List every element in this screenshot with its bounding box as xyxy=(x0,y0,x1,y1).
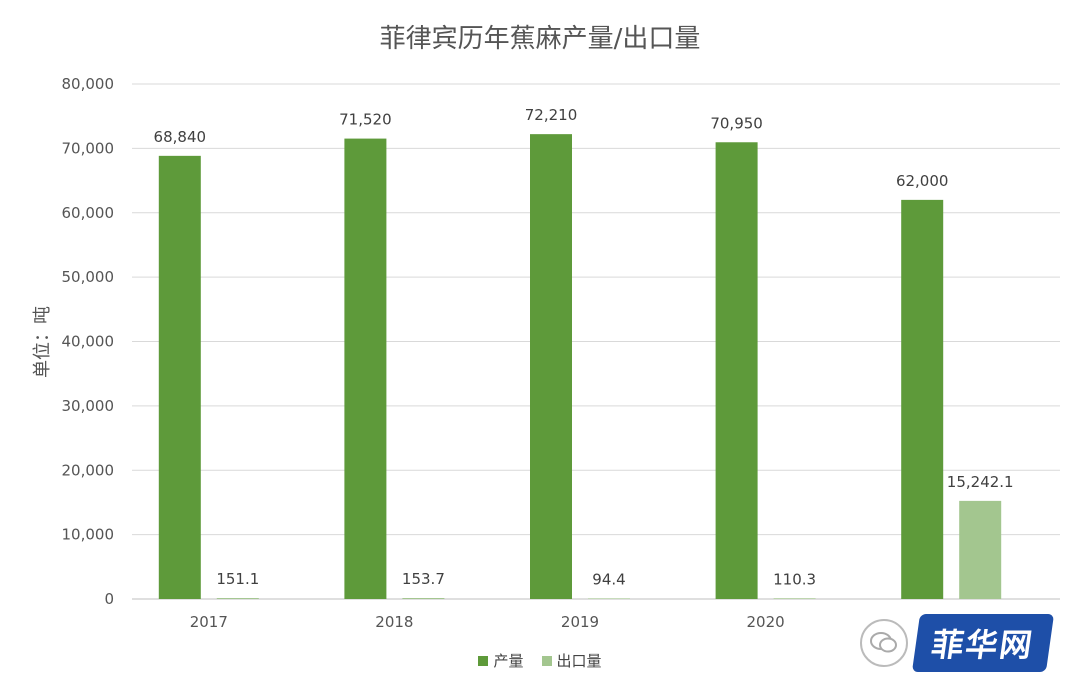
y-axis-label: 单位：吨 xyxy=(32,306,53,378)
watermark: 菲华网 xyxy=(850,608,1075,678)
bar-export xyxy=(402,598,445,599)
legend-item-production: 产量 xyxy=(478,650,524,671)
y-tick-label: 10,000 xyxy=(62,526,115,544)
x-tick-labels: 2017 2018 2019 2020 xyxy=(190,613,785,631)
data-label: 62,000 xyxy=(896,172,949,190)
y-tick-label: 40,000 xyxy=(62,333,115,351)
legend-swatch-export xyxy=(541,655,552,666)
bar-production xyxy=(901,199,944,599)
x-tick-label: 2017 xyxy=(190,613,228,631)
bar-production xyxy=(344,138,387,599)
x-tick-label: 2019 xyxy=(561,613,599,631)
bar-production xyxy=(715,142,758,599)
bars xyxy=(158,134,1002,599)
watermark-logo: 菲华网 xyxy=(911,614,1055,672)
legend-swatch-production xyxy=(478,655,489,666)
x-tick-label: 2020 xyxy=(747,613,785,631)
y-tick-label: 20,000 xyxy=(62,461,115,479)
data-label: 110.3 xyxy=(773,570,816,588)
data-labels: 68,840 151.1 71,520 153.7 72,210 94.4 70,950 11… xyxy=(154,106,1014,588)
y-tick-label: 50,000 xyxy=(62,268,115,286)
bar-export xyxy=(773,598,816,599)
chart-title: 菲律宾历年蕉麻产量/出口量 xyxy=(380,24,701,54)
legend: 产量 出口量 xyxy=(0,650,1080,671)
bar-export xyxy=(216,598,259,599)
y-tick-label: 0 xyxy=(104,590,114,608)
gridlines xyxy=(132,83,1060,600)
data-label: 15,242.1 xyxy=(947,473,1014,491)
legend-label-export: 出口量 xyxy=(556,652,602,670)
bar-production xyxy=(158,155,201,599)
data-label: 94.4 xyxy=(592,570,625,588)
bar-production xyxy=(530,134,572,599)
data-label: 68,840 xyxy=(154,128,207,146)
wechat-icon xyxy=(860,619,908,667)
y-tick-label: 80,000 xyxy=(62,75,115,93)
x-tick-label: 2018 xyxy=(375,613,413,631)
data-label: 151.1 xyxy=(216,570,259,588)
legend-item-export: 出口量 xyxy=(541,650,602,671)
y-tick-label: 70,000 xyxy=(62,139,115,157)
bar-export xyxy=(588,598,630,599)
data-label: 71,520 xyxy=(339,111,392,129)
legend-label-production: 产量 xyxy=(493,652,524,670)
y-tick-labels: 0 10,000 20,000 30,000 40,000 50,000 60,000 70,… xyxy=(62,75,115,608)
bar-export xyxy=(959,500,1002,599)
data-label: 70,950 xyxy=(710,114,763,132)
y-tick-label: 30,000 xyxy=(62,397,115,415)
data-label: 72,210 xyxy=(525,106,578,124)
data-label: 153.7 xyxy=(402,570,445,588)
y-tick-label: 60,000 xyxy=(62,204,115,222)
